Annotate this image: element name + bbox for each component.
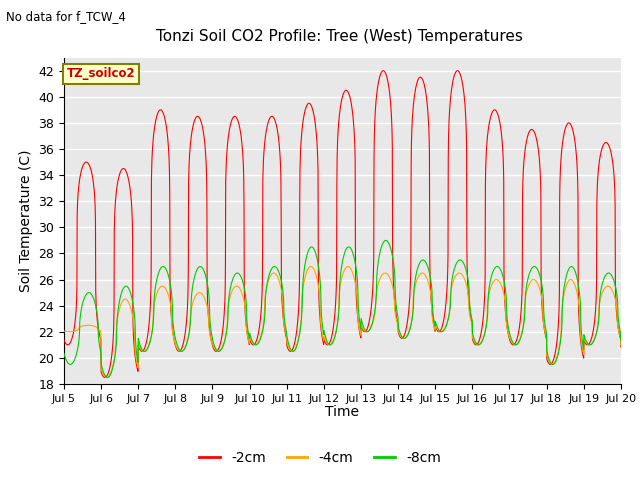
Text: No data for f_TCW_4: No data for f_TCW_4 xyxy=(6,10,126,23)
Text: TZ_soilco2: TZ_soilco2 xyxy=(67,67,136,80)
Legend: -2cm, -4cm, -8cm: -2cm, -4cm, -8cm xyxy=(193,445,447,471)
X-axis label: Time: Time xyxy=(325,405,360,419)
Y-axis label: Soil Temperature (C): Soil Temperature (C) xyxy=(19,150,33,292)
Text: Tonzi Soil CO2 Profile: Tree (West) Temperatures: Tonzi Soil CO2 Profile: Tree (West) Temp… xyxy=(156,29,523,44)
